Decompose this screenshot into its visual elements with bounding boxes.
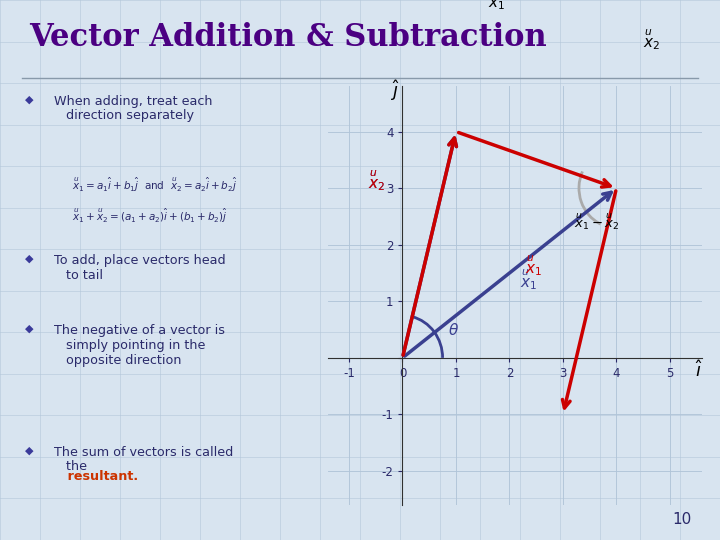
Text: 10: 10 — [672, 511, 691, 526]
Text: $\theta$: $\theta$ — [448, 322, 459, 338]
Text: ◆: ◆ — [25, 446, 34, 456]
Text: To add, place vectors head
   to tail: To add, place vectors head to tail — [54, 254, 225, 282]
Text: $\overset{u}{x}_2$: $\overset{u}{x}_2$ — [643, 26, 660, 51]
Text: $\hat{\imath}$: $\hat{\imath}$ — [696, 361, 703, 381]
Text: The sum of vectors is called
   the: The sum of vectors is called the — [54, 446, 233, 474]
Text: $\overset{u}{x}_1 - \overset{u}{x}_2$: $\overset{u}{x}_1 - \overset{u}{x}_2$ — [574, 211, 619, 232]
Text: ◆: ◆ — [25, 254, 34, 264]
Text: The negative of a vector is
   simply pointing in the
   opposite direction: The negative of a vector is simply point… — [54, 324, 225, 367]
Text: $\overset{u}{x}_1$: $\overset{u}{x}_1$ — [488, 0, 505, 12]
Text: Vector Addition & Subtraction: Vector Addition & Subtraction — [29, 22, 546, 52]
Text: ◆: ◆ — [25, 324, 34, 334]
Text: $\overset{u}{x}_1$: $\overset{u}{x}_1$ — [526, 253, 543, 278]
Text: $\hat{\jmath}$: $\hat{\jmath}$ — [390, 78, 400, 103]
Text: ◆: ◆ — [25, 94, 34, 105]
Text: resultant.: resultant. — [54, 470, 138, 483]
Text: $\overset{u}{x}_2$: $\overset{u}{x}_2$ — [368, 168, 385, 193]
Text: $\overset{u}{x}_1 + \overset{u}{x}_2 = (a_1 + a_2)\hat{i} + (b_1 + b_2)\hat{j}$: $\overset{u}{x}_1 + \overset{u}{x}_2 = (… — [72, 206, 228, 225]
Text: $\overset{u}{x}_1$: $\overset{u}{x}_1$ — [520, 267, 537, 292]
Text: $\overset{u}{x}_2$: $\overset{u}{x}_2$ — [368, 168, 385, 193]
Text: When adding, treat each
   direction separately: When adding, treat each direction separa… — [54, 94, 212, 123]
Text: $\overset{u}{x}_1 = a_1\hat{i} + b_1\hat{j}$  and  $\overset{u}{x}_2 = a_2\hat{i: $\overset{u}{x}_1 = a_1\hat{i} + b_1\hat… — [72, 176, 238, 194]
